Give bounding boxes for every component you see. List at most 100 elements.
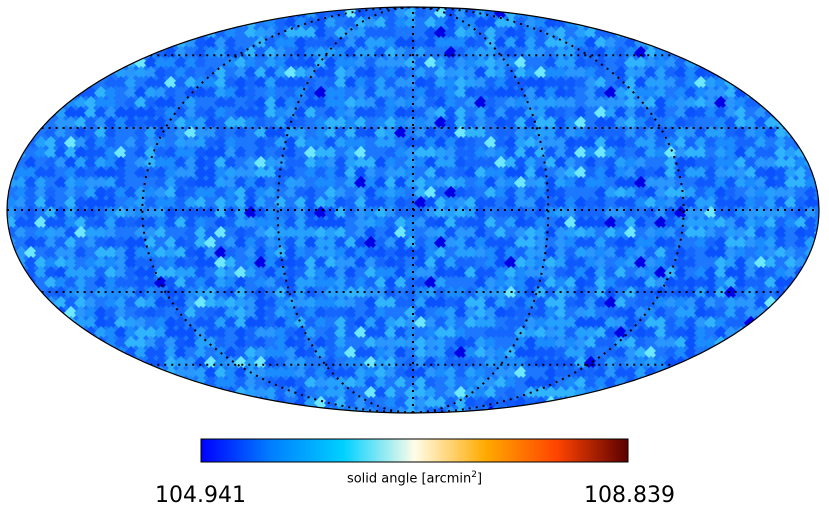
healpix-pixel [763,205,779,221]
healpix-pixel [343,145,359,161]
healpix-pixel [263,115,279,131]
healpix-pixel [503,195,519,211]
healpix-pixel [233,175,249,191]
healpix-pixel [383,235,399,251]
healpix-pixel [423,215,439,231]
healpix-pixel [383,245,399,261]
healpix-pixel [363,95,379,111]
healpix-pixel [663,55,679,71]
healpix-pixel [303,265,319,281]
healpix-pixel [173,135,189,151]
healpix-pixel [383,65,399,81]
healpix-pixel [403,85,419,101]
healpix-pixel [323,215,339,231]
healpix-pixel [733,235,749,251]
healpix-pixel [553,215,569,231]
healpix-pixel [333,135,349,151]
healpix-pixel [793,235,809,251]
healpix-pixel [363,75,379,91]
healpix-pixel [733,105,749,121]
healpix-pixel [653,195,669,211]
healpix-pixel [163,205,179,221]
healpix-pixel [533,75,549,91]
healpix-pixel [413,7,429,21]
healpix-pixel [713,245,729,261]
healpix-pixel [343,75,359,91]
healpix-pixel [683,125,699,141]
healpix-pixel [783,175,799,191]
healpix-pixel [153,175,169,191]
healpix-pixel [303,225,319,241]
healpix-pixel [613,175,629,191]
healpix-pixel [193,135,209,151]
healpix-pixel [433,105,449,121]
healpix-pixel [533,205,549,221]
healpix-pixel [543,35,559,51]
healpix-pixel [163,145,179,161]
healpix-pixel [433,125,449,141]
healpix-pixel [333,125,349,141]
healpix-pixel [743,115,759,131]
healpix-pixel [293,165,309,181]
healpix-pixel [423,225,439,241]
healpix-pixel [653,185,669,201]
healpix-pixel [343,265,359,281]
healpix-pixel [163,195,179,211]
healpix-pixel [613,35,629,51]
healpix-pixel [163,245,179,261]
healpix-pixel [473,125,489,141]
healpix-pixel [563,155,579,171]
healpix-pixel [523,85,539,101]
healpix-pixel [353,65,369,81]
healpix-pixel [733,115,749,131]
healpix-pixel [443,7,459,21]
healpix-pixel [623,185,639,201]
healpix-pixel [693,185,709,201]
healpix-pixel [603,195,619,211]
healpix-pixel [263,215,279,231]
healpix-pixel [633,185,649,201]
healpix-pixel [363,155,379,171]
healpix-pixel [713,145,729,161]
healpix-pixel [183,265,199,281]
healpix-pixel [703,245,719,261]
healpix-pixel [553,65,569,81]
healpix-pixel [643,95,659,111]
healpix-pixel [503,115,519,131]
healpix-pixel [143,185,159,201]
healpix-pixel [563,195,579,211]
healpix-pixel [513,75,529,91]
healpix-pixel [563,185,579,201]
healpix-pixel [353,215,369,231]
healpix-pixel [493,245,509,261]
healpix-pixel [483,15,499,31]
healpix-pixel [483,205,499,221]
healpix-pixel [633,45,649,61]
healpix-pixel [593,225,609,241]
healpix-pixel [513,115,529,131]
healpix-pixel [513,265,529,281]
healpix-pixel [613,45,629,61]
healpix-pixel [483,255,499,271]
healpix-pixel [553,265,569,281]
healpix-pixel [533,55,549,71]
healpix-pixel [583,135,599,151]
healpix-pixel [353,75,369,91]
healpix-pixel [633,85,649,101]
healpix-pixel [233,135,249,151]
healpix-pixel [453,85,469,101]
healpix-pixel [723,195,739,211]
healpix-pixel [773,255,789,271]
healpix-pixel [343,185,359,201]
healpix-pixel [743,245,759,261]
healpix-pixel [723,165,739,181]
healpix-pixel [343,25,359,41]
healpix-pixel [453,7,469,21]
healpix-pixel [493,195,509,211]
healpix-pixel [503,35,519,51]
healpix-pixel [393,105,409,121]
healpix-pixel [783,195,799,211]
healpix-pixel [463,15,479,31]
healpix-pixel [683,225,699,241]
healpix-pixel [223,225,239,241]
